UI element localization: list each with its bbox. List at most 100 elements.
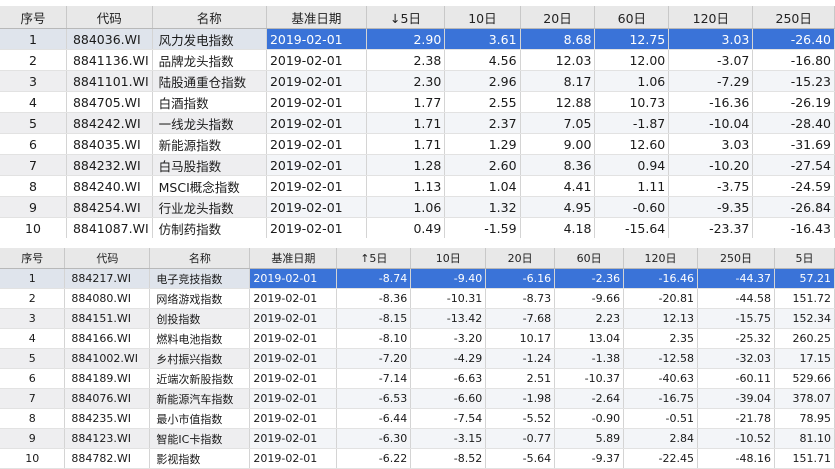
table-header-row: 序号 代码 名称 基准日期 ↓5日 10日 20日 60日 120日 250日 <box>0 6 835 29</box>
cell-10d: -4.29 <box>410 348 487 369</box>
cell-code: 884123.WI <box>64 428 151 449</box>
cell-code: 884036.WI <box>66 28 153 50</box>
cell-index: 10 <box>0 448 66 469</box>
column-header-name[interactable]: 名称 <box>149 248 251 269</box>
column-header-base-date[interactable]: 基准日期 <box>266 6 367 29</box>
column-header-20d[interactable]: 20日 <box>485 248 556 269</box>
cell-base-date: 2019-02-01 <box>249 268 338 289</box>
cell-60d: -0.90 <box>554 408 625 429</box>
cell-5d: 1.71 <box>366 112 446 134</box>
column-header-5d[interactable]: ↓5日 <box>366 6 446 29</box>
column-header-120d[interactable]: 120日 <box>668 6 754 29</box>
table-row[interactable]: 1 884036.WI 风力发电指数 2019-02-01 2.90 3.61 8.68 12… <box>0 28 835 50</box>
column-header-base-date[interactable]: 基准日期 <box>249 248 338 269</box>
cell-code: 884235.WI <box>64 408 151 429</box>
table-row[interactable]: 10 884782.WI 影视指数 2019-02-01 -6.22 -8.52 -5.64… <box>0 448 835 469</box>
cell-250d: -28.40 <box>752 112 835 134</box>
cell-code: 884240.WI <box>66 175 153 197</box>
table-row[interactable]: 3 884151.WI 创投指数 2019-02-01 -8.15 -13.42 -7.68… <box>0 308 835 329</box>
table-row[interactable]: 7 884076.WI 新能源汽车指数 2019-02-01 -6.53 -6.60 -1.… <box>0 388 835 409</box>
column-header-20d[interactable]: 20日 <box>520 6 596 29</box>
table-row[interactable]: 8 884240.WI MSCI概念指数 2019-02-01 1.13 1.04 4.41… <box>0 175 835 197</box>
column-header-60d[interactable]: 60日 <box>594 6 670 29</box>
table-row[interactable]: 8 884235.WI 最小市值指数 2019-02-01 -6.44 -7.54 -5.5… <box>0 408 835 429</box>
cell-60d: -1.87 <box>594 112 670 134</box>
cell-index: 6 <box>0 133 67 155</box>
cell-250d: -24.59 <box>752 175 835 197</box>
cell-60d: -2.64 <box>554 388 625 409</box>
cell-base-date: 2019-02-01 <box>249 288 338 309</box>
column-header-index[interactable]: 序号 <box>0 248 66 269</box>
table-row[interactable]: 3 8841101.WI 陆股通重仓指数 2019-02-01 2.30 2.96 8.17… <box>0 70 835 92</box>
cell-10d: 4.56 <box>444 49 521 71</box>
table-row[interactable]: 6 884035.WI 新能源指数 2019-02-01 1.71 1.29 9.00 12.… <box>0 133 835 155</box>
column-header-60d[interactable]: 60日 <box>554 248 625 269</box>
cell-5d-extra: 78.95 <box>774 408 835 429</box>
cell-10d: 3.61 <box>444 28 521 50</box>
column-header-250d[interactable]: 250日 <box>697 248 775 269</box>
cell-60d: 1.06 <box>594 70 670 92</box>
cell-250d: -44.58 <box>697 288 775 309</box>
cell-20d: 9.00 <box>520 133 596 155</box>
cell-120d: -10.04 <box>668 112 754 134</box>
column-header-5d-extra[interactable]: 5日 <box>774 248 835 269</box>
table-row[interactable]: 10 8841087.WI 仿制药指数 2019-02-01 0.49 -1.59 4.18… <box>0 217 835 239</box>
cell-20d: 8.68 <box>520 28 596 50</box>
table-row[interactable]: 2 8841136.WI 品牌龙头指数 2019-02-01 2.38 4.56 12.03… <box>0 49 835 71</box>
cell-120d: 2.84 <box>623 428 699 449</box>
cell-60d: 5.89 <box>554 428 625 449</box>
cell-60d: -9.37 <box>554 448 625 469</box>
cell-name: 智能IC卡指数 <box>149 428 251 449</box>
table-row[interactable]: 9 884123.WI 智能IC卡指数 2019-02-01 -6.30 -3.15 -0.… <box>0 428 835 449</box>
table-row[interactable]: 1 884217.WI 电子竞技指数 2019-02-01 -8.74 -9.40 -6.1… <box>0 268 835 289</box>
top-losers-table: 序号 代码 名称 基准日期 ↑5日 10日 20日 60日 120日 250日 5日 1 884217… <box>0 248 835 469</box>
column-header-code[interactable]: 代码 <box>64 248 151 269</box>
cell-120d: 3.03 <box>668 133 754 155</box>
cell-name: 仿制药指数 <box>152 217 267 239</box>
cell-60d: -2.36 <box>554 268 625 289</box>
cell-120d: -3.75 <box>668 175 754 197</box>
cell-250d: -16.43 <box>752 217 835 239</box>
cell-5d-extra: 151.72 <box>774 288 835 309</box>
table-row[interactable]: 4 884166.WI 燃料电池指数 2019-02-01 -8.10 -3.20 10.1… <box>0 328 835 349</box>
cell-250d: -16.80 <box>752 49 835 71</box>
cell-5d: 1.28 <box>366 154 446 176</box>
cell-60d: 0.94 <box>594 154 670 176</box>
table-row[interactable]: 2 884080.WI 网络游戏指数 2019-02-01 -8.36 -10.31 -8.… <box>0 288 835 309</box>
cell-base-date: 2019-02-01 <box>266 49 367 71</box>
table-row[interactable]: 9 884254.WI 行业龙头指数 2019-02-01 1.06 1.32 4.95 -0… <box>0 196 835 218</box>
cell-code: 884166.WI <box>64 328 151 349</box>
cell-250d: -25.32 <box>697 328 775 349</box>
table-row[interactable]: 5 8841002.WI 乡村振兴指数 2019-02-01 -7.20 -4.29 -1.… <box>0 348 835 369</box>
cell-name: 新能源指数 <box>152 133 267 155</box>
table-row[interactable]: 6 884189.WI 近端次新股指数 2019-02-01 -7.14 -6.63 2.5… <box>0 368 835 389</box>
cell-10d: 2.55 <box>444 91 521 113</box>
table-row[interactable]: 7 884232.WI 白马股指数 2019-02-01 1.28 2.60 8.36 0.9… <box>0 154 835 176</box>
column-header-code[interactable]: 代码 <box>66 6 153 29</box>
cell-base-date: 2019-02-01 <box>249 428 338 449</box>
column-header-120d[interactable]: 120日 <box>623 248 699 269</box>
column-header-10d[interactable]: 10日 <box>444 6 521 29</box>
cell-index: 10 <box>0 217 67 239</box>
column-header-10d[interactable]: 10日 <box>410 248 487 269</box>
table-row[interactable]: 4 884705.WI 白酒指数 2019-02-01 1.77 2.55 12.88 10.… <box>0 91 835 113</box>
cell-base-date: 2019-02-01 <box>266 28 367 50</box>
cell-base-date: 2019-02-01 <box>266 70 367 92</box>
cell-20d: 4.41 <box>520 175 596 197</box>
column-header-250d[interactable]: 250日 <box>752 6 835 29</box>
cell-10d: -1.59 <box>444 217 521 239</box>
column-header-index[interactable]: 序号 <box>0 6 67 29</box>
table-row[interactable]: 5 884242.WI 一线龙头指数 2019-02-01 1.71 2.37 7.05 -1… <box>0 112 835 134</box>
cell-base-date: 2019-02-01 <box>266 196 367 218</box>
cell-code: 884151.WI <box>64 308 151 329</box>
column-header-5d[interactable]: ↑5日 <box>336 248 412 269</box>
cell-250d: -32.03 <box>697 348 775 369</box>
cell-250d: -60.11 <box>697 368 775 389</box>
cell-index: 5 <box>0 348 66 369</box>
cell-5d: -8.15 <box>336 308 412 329</box>
cell-60d: -9.66 <box>554 288 625 309</box>
column-header-name[interactable]: 名称 <box>152 6 267 29</box>
cell-base-date: 2019-02-01 <box>249 368 338 389</box>
cell-10d: 1.32 <box>444 196 521 218</box>
cell-base-date: 2019-02-01 <box>249 348 338 369</box>
